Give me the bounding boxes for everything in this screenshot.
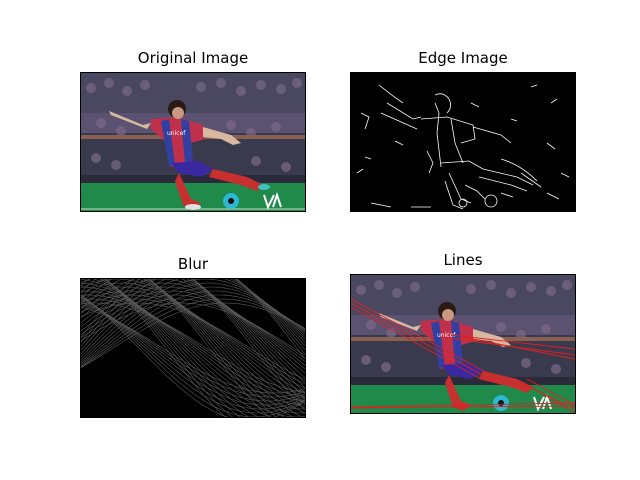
blur-image <box>81 279 305 417</box>
edge-image <box>351 73 575 211</box>
shirt-sponsor: unicef <box>167 130 186 137</box>
lines-image: unicef <box>351 275 575 413</box>
blur-title: Blur <box>80 255 306 273</box>
original-image-title: Original Image <box>80 49 306 67</box>
lines-title: Lines <box>350 251 576 269</box>
original-image-panel: unicef <box>80 72 306 212</box>
blur-panel <box>80 278 306 418</box>
lines-panel: unicef <box>350 274 576 414</box>
edge-image-panel <box>350 72 576 212</box>
edge-image-title: Edge Image <box>350 49 576 67</box>
original-image: unicef <box>81 73 305 211</box>
